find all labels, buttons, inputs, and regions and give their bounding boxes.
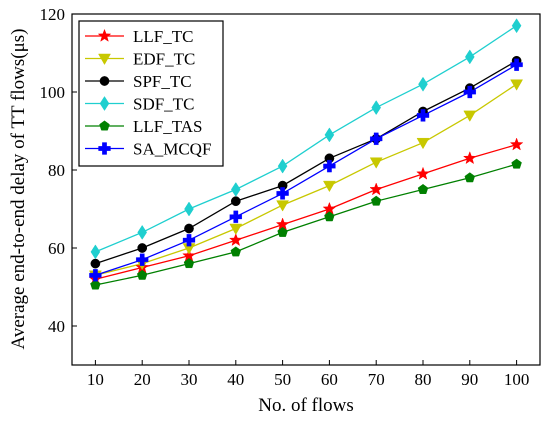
data-point-sa-mcqf [463, 85, 476, 99]
data-point-sdf-tc [137, 224, 147, 240]
y-tick-label: 100 [40, 83, 66, 102]
data-point-llf-tc [462, 151, 477, 165]
legend-label-llf-tc: LLF_TC [133, 27, 193, 46]
data-point-sdf-tc [418, 76, 428, 92]
data-point-sdf-tc [371, 100, 381, 116]
data-point-llf-tas [511, 158, 522, 169]
data-point-sa-mcqf [510, 58, 523, 71]
data-point-sa-mcqf [416, 109, 430, 122]
axis-ticks: 10 20 30 40 50 60 70 80 90 100 40 60 80 100 120 [40, 5, 530, 389]
data-point-spf-tc [90, 258, 101, 269]
data-point-sdf-tc [324, 127, 335, 143]
data-point-sdf-tc [184, 201, 194, 217]
data-point-llf-tas [370, 195, 382, 206]
data-point-sa-mcqf [136, 253, 149, 266]
x-tick-label: 100 [504, 370, 530, 389]
legend-marker-edf-tc [98, 53, 111, 66]
data-point-llf-tc [509, 137, 524, 151]
data-point-llf-tc [369, 182, 384, 196]
data-point-sa-mcqf [323, 159, 336, 173]
data-point-sdf-tc [511, 18, 522, 34]
data-point-edf-tc [229, 223, 243, 236]
legend-marker-llf-tas [99, 120, 110, 131]
y-tick-label: 60 [48, 239, 65, 258]
data-point-edf-tc [416, 137, 430, 150]
legend-marker-sdf-tc [99, 96, 110, 111]
data-point-sdf-tc [465, 49, 475, 65]
x-tick-label: 50 [274, 370, 291, 389]
data-point-llf-tas [417, 183, 429, 194]
data-point-sdf-tc [90, 244, 101, 260]
data-point-edf-tc [276, 200, 290, 212]
data-point-sa-mcqf [229, 210, 242, 223]
data-point-sdf-tc [231, 182, 241, 197]
data-point-edf-tc [322, 180, 336, 193]
legend-marker-spf-tc [99, 76, 110, 86]
data-point-spf-tc [184, 223, 194, 234]
x-tick-label: 10 [87, 370, 104, 389]
data-point-llf-tc [416, 166, 430, 180]
legend-marker-llf-tc [97, 28, 112, 42]
data-point-llf-tas [324, 211, 335, 222]
series-line-edf-tc [95, 83, 517, 276]
series-lines [95, 25, 517, 286]
data-point-llf-tas [464, 172, 476, 183]
legend-label-sa-mcqf: SA_MCQF [133, 140, 211, 159]
x-tick-label: 20 [134, 370, 151, 389]
x-tick-label: 60 [321, 370, 338, 389]
data-point-sa-mcqf [89, 269, 102, 282]
data-point-edf-tc [369, 157, 383, 169]
y-tick-label: 80 [48, 161, 65, 180]
legend-label-spf-tc: SPF_TC [133, 72, 192, 91]
data-point-llf-tas [136, 269, 148, 280]
data-point-sdf-tc [277, 158, 288, 174]
legend: LLF_TC EDF_TC SPF_TC SDF_TC LLF_TAS SA_MCQF [78, 20, 224, 167]
series-line-sdf-tc [95, 25, 517, 253]
data-point-llf-tas [183, 258, 195, 269]
x-tick-label: 40 [227, 370, 244, 389]
series-line-sa-mcqf [95, 64, 517, 276]
data-point-sa-mcqf [182, 234, 196, 247]
data-point-edf-tc [510, 79, 524, 91]
x-tick-label: 80 [415, 370, 432, 389]
series-line-llf-tc [95, 144, 517, 280]
legend-label-llf-tas: LLF_TAS [133, 117, 202, 136]
series-line-spf-tc [95, 60, 517, 265]
legend-box [78, 20, 224, 167]
data-point-spf-tc [230, 196, 241, 207]
data-point-spf-tc [137, 243, 148, 253]
legend-label-edf-tc: EDF_TC [133, 50, 195, 69]
x-tick-label: 90 [461, 370, 478, 389]
data-point-llf-tas [230, 246, 242, 257]
y-axis-label: Average end-to-end delay of TT flows(μs) [8, 29, 29, 350]
series-line-llf-tas [95, 163, 517, 286]
data-point-sa-mcqf [370, 132, 383, 145]
legend-marker-sa-mcqf [98, 142, 111, 155]
data-point-llf-tas [90, 279, 101, 290]
series-markers [88, 18, 524, 290]
data-point-llf-tas [277, 226, 288, 237]
data-point-edf-tc [463, 110, 477, 122]
legend-label-sdf-tc: SDF_TC [133, 95, 194, 114]
y-tick-label: 40 [48, 317, 65, 336]
y-tick-label: 120 [40, 5, 66, 24]
x-tick-label: 70 [368, 370, 385, 389]
data-point-sa-mcqf [276, 187, 289, 200]
x-tick-label: 30 [181, 370, 198, 389]
data-point-llf-tc [228, 232, 243, 247]
x-axis-label: No. of flows [258, 395, 354, 416]
